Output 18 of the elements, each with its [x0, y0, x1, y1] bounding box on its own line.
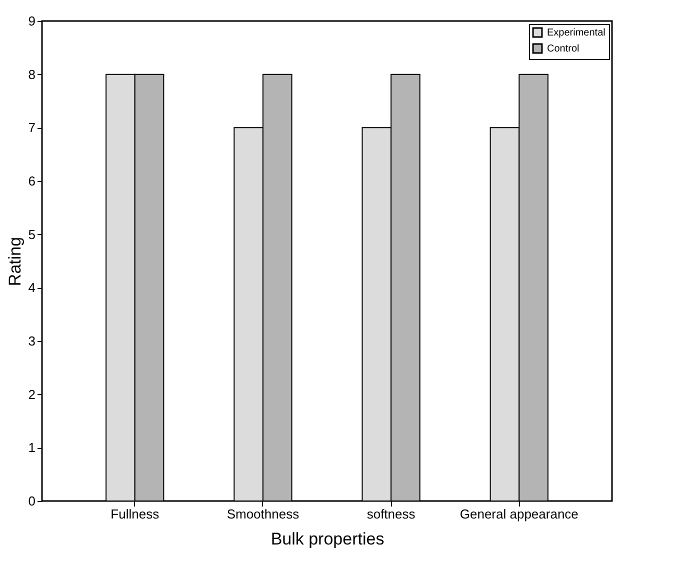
y-tick-label: 8 [28, 66, 36, 82]
y-tick-label: 5 [28, 226, 36, 242]
y-tick-label: 7 [28, 120, 36, 136]
y-axis-title: Rating [5, 236, 24, 286]
y-tick-label: 0 [28, 494, 36, 508]
y-tick-label: 9 [28, 14, 36, 28]
y-tick-label: 3 [28, 334, 36, 348]
legend-label: Control [547, 44, 580, 54]
x-tick-label: Smoothness [226, 506, 300, 522]
x-tick-label: softness [366, 506, 416, 522]
x-tick-label: Fullness [110, 506, 160, 522]
legend-label: Experimental [547, 28, 606, 38]
y-tick-label: 2 [28, 386, 36, 402]
y-tick-label: 6 [28, 174, 36, 188]
x-tick-label: General appearance [460, 506, 578, 522]
x-axis-title: Bulk properties [270, 530, 384, 548]
y-tick-label: 4 [28, 280, 36, 296]
y-tick-label: 1 [28, 440, 36, 456]
